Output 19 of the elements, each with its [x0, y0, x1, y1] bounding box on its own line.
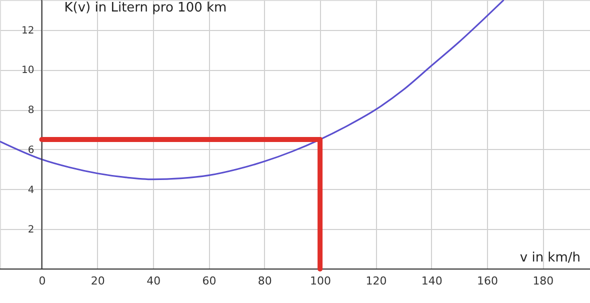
x-tick-label: 60: [202, 274, 216, 288]
x-tick-label: 160: [477, 274, 498, 288]
y-tick-label: 12: [22, 25, 34, 36]
y-tick-label: 6: [28, 144, 34, 156]
x-tick-label: 20: [90, 274, 105, 288]
line-series: [0, 0, 505, 180]
x-axis-title: v in km/h: [520, 250, 580, 266]
x-tick-label: 0: [38, 274, 46, 288]
x-tick-label: 100: [310, 274, 332, 288]
y-axis-title: K(v) in Litern pro 100 km: [64, 0, 227, 16]
y-tick-label: 8: [28, 105, 34, 116]
y-tick-label: 2: [28, 224, 34, 236]
y-tick-label: 4: [28, 184, 34, 196]
x-tick-label: 180: [532, 274, 554, 288]
x-tick-label: 80: [258, 274, 272, 288]
x-tick-label: 120: [366, 274, 387, 288]
x-tick-label: 40: [146, 274, 161, 288]
y-tick-label: 10: [22, 65, 34, 76]
x-tick-label: 140: [421, 274, 442, 288]
